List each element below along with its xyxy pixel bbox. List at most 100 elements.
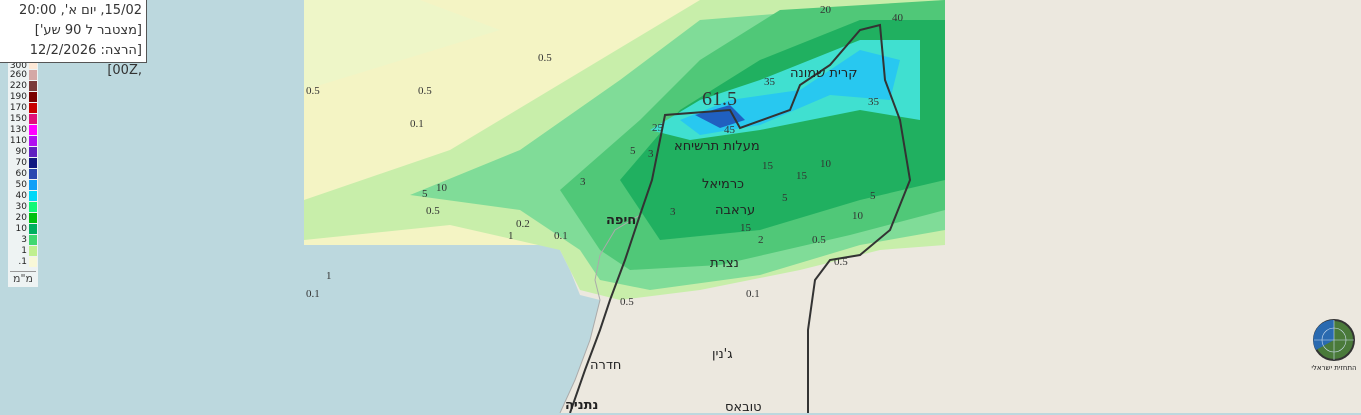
legend-item: 30	[8, 201, 38, 212]
legend-item: 70	[8, 157, 38, 168]
border-line	[639, 23, 912, 413]
contour-label: 0.5	[812, 234, 826, 246]
contour-label: 45	[724, 124, 735, 136]
legend-item: 60	[8, 168, 38, 179]
contour-label: 1	[508, 230, 514, 242]
legend-swatch	[29, 201, 37, 212]
accumulation-period: [מצטבר ל 90 שע']	[34, 23, 142, 38]
contour-label: 0.5	[418, 85, 432, 97]
city-label: נתניה	[565, 398, 599, 413]
contour-label: 3	[580, 176, 586, 188]
contour-label: 0.1	[746, 288, 760, 300]
legend-item: 260	[8, 69, 38, 80]
contour-label: 0.1	[410, 118, 424, 130]
legend-item: 130	[8, 124, 38, 135]
legend-swatch	[29, 256, 37, 267]
legend-swatch	[29, 190, 37, 201]
contour-label: 1	[326, 270, 332, 282]
legend-swatch	[29, 234, 37, 245]
contour-label: 0.5	[306, 85, 320, 97]
legend-swatch	[29, 69, 37, 80]
legend-swatch	[29, 91, 37, 102]
forecast-info-box: 15/02, יום א', 20:00 [מצטבר ל 90 שע'] [ה…	[0, 0, 147, 78]
city-label: נצרת	[710, 256, 739, 271]
legend-swatch	[29, 124, 37, 135]
valid-time: 15/02, יום א', 20:00	[19, 3, 142, 18]
precip-legend: 300 260 220 190 170 150 130 110 90 70 60 50 40 30 20 10…	[8, 63, 38, 287]
legend-value: .1	[18, 256, 27, 267]
contour-label: 0.5	[538, 52, 552, 64]
legend-value: 260	[9, 69, 27, 80]
legend-item: .1	[8, 256, 38, 267]
legend-value: 190	[9, 91, 27, 102]
legend-swatch	[29, 212, 37, 223]
legend-value: 1	[21, 245, 27, 256]
legend-swatch	[29, 245, 37, 256]
legend-value: 20	[15, 212, 27, 223]
legend-item: 40	[8, 190, 38, 201]
contour-label: 35	[868, 96, 879, 108]
legend-value: 170	[9, 102, 27, 113]
logo-icon[interactable]: התחזית ישראלי	[1308, 316, 1360, 372]
legend-swatch	[29, 146, 37, 157]
legend-swatch	[29, 223, 37, 234]
contour-label: 2	[758, 234, 764, 246]
contour-label: 0.5	[426, 205, 440, 217]
max-value-label: 61.5	[702, 88, 737, 110]
legend-value: 10	[15, 223, 27, 234]
legend-swatch	[29, 113, 37, 124]
contour-label: 0.1	[306, 288, 320, 300]
contour-label: 10	[852, 210, 863, 222]
legend-item: 10	[8, 223, 38, 234]
contour-label: 40	[892, 12, 903, 24]
legend-swatch	[29, 63, 37, 69]
legend-value: 60	[15, 168, 27, 179]
legend-item: 1	[8, 245, 38, 256]
legend-item: 300	[8, 63, 38, 69]
city-label: חיפה	[606, 213, 637, 228]
contour-label: 10	[436, 182, 447, 194]
contour-label: 0.5	[620, 296, 634, 308]
contour-label: 5	[422, 188, 428, 200]
legend-swatch	[29, 135, 37, 146]
contour-label: 5	[782, 192, 788, 204]
contour-label: 15	[796, 170, 807, 182]
legend-item: 190	[8, 91, 38, 102]
contour-label: 3	[648, 148, 654, 160]
legend-item: 20	[8, 212, 38, 223]
contour-label: 15	[762, 160, 773, 172]
legend-item: 90	[8, 146, 38, 157]
legend-item: 170	[8, 102, 38, 113]
legend-value: 90	[15, 146, 27, 157]
legend-item: 150	[8, 113, 38, 124]
legend-value: 130	[9, 124, 27, 135]
legend-value: 110	[9, 135, 27, 146]
legend-value: 30	[15, 201, 27, 212]
contour-label: 25	[652, 122, 663, 134]
contour-label: 3	[670, 206, 676, 218]
contour-label: 0.5	[834, 256, 848, 268]
coastline	[559, 214, 641, 413]
legend-item: 110	[8, 135, 38, 146]
legend-value: 70	[15, 157, 27, 168]
legend-swatch	[29, 157, 37, 168]
legend-value: 50	[15, 179, 27, 190]
legend-value: 300	[9, 63, 27, 69]
legend-swatch	[29, 80, 37, 91]
contour-label: 5	[870, 190, 876, 202]
contour-label: 10	[820, 158, 831, 170]
contour-label: 15	[740, 222, 751, 234]
legend-unit: מ"מ	[10, 271, 36, 287]
legend-swatch	[29, 168, 37, 179]
legend-value: 220	[9, 80, 27, 91]
contour-label: 35	[764, 76, 775, 88]
legend-value: 150	[9, 113, 27, 124]
legend-item: 220	[8, 80, 38, 91]
model-run: [הרצה: 12/2/2026 ,00Z]	[29, 43, 142, 78]
contour-label: 20	[820, 4, 831, 16]
legend-item: 50	[8, 179, 38, 190]
city-label: חדרה	[590, 358, 622, 373]
city-label: קרית שמונה	[790, 66, 858, 81]
city-label: עראבה	[715, 203, 756, 218]
